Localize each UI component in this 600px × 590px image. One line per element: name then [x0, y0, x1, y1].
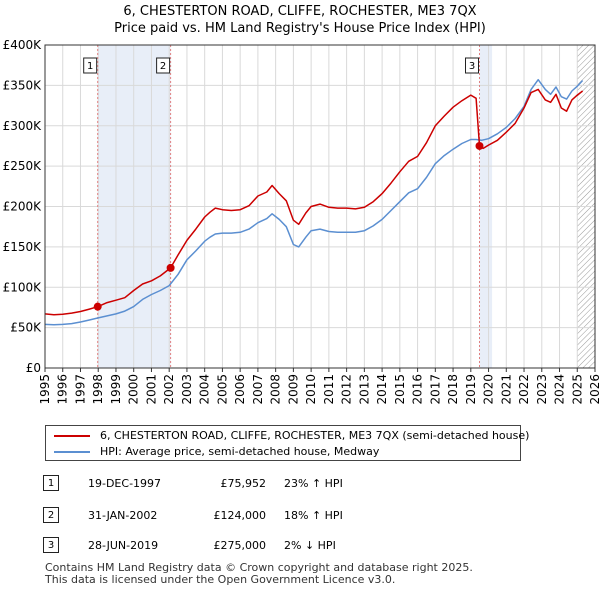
y-tick-label: £50K: [10, 321, 42, 335]
legend-label-hpi: HPI: Average price, semi-detached house,…: [100, 445, 380, 458]
chart-legend: 6, CHESTERTON ROAD, CLIFFE, ROCHESTER, M…: [45, 425, 529, 461]
legend-label-property: 6, CHESTERTON ROAD, CLIFFE, ROCHESTER, M…: [100, 429, 530, 442]
x-tick-label: 2012: [340, 374, 354, 405]
x-tick-label: 1999: [109, 374, 123, 405]
x-tick-label: 2020: [482, 374, 496, 405]
transaction-row: 2 31-JAN-2002 £124,000 18% ↑ HPI: [0, 507, 600, 527]
y-tick-label: £150K: [3, 240, 43, 254]
x-tick-label: 2006: [233, 374, 247, 405]
y-tick-label: £100K: [3, 280, 43, 294]
x-tick-label: 2004: [198, 374, 212, 405]
purchase-point: [475, 141, 484, 150]
x-tick-label: 2009: [286, 374, 300, 405]
chart-title: 6, CHESTERTON ROAD, CLIFFE, ROCHESTER, M…: [123, 4, 477, 19]
transaction-row: 3 28-JUN-2019 £275,000 2% ↓ HPI: [0, 537, 600, 557]
purchase-badge-label: 2: [160, 61, 166, 72]
y-tick-label: £250K: [3, 159, 43, 173]
purchase-badge: [465, 57, 479, 74]
x-tick-label: 2002: [162, 374, 176, 405]
y-tick-label: £200K: [3, 200, 43, 214]
x-tick-label: 2003: [180, 374, 194, 405]
legend-swatch-property: [54, 435, 90, 437]
x-tick-label: 2018: [446, 374, 460, 405]
transaction-price: £275,000: [213, 539, 267, 552]
x-tick-label: 2022: [517, 374, 531, 405]
hpi-line: [44, 78, 584, 326]
legend-swatch-hpi: [54, 451, 90, 453]
purchase-badge: [156, 57, 171, 74]
x-tick-label: 2007: [251, 374, 265, 405]
x-tick-label: 2021: [499, 374, 513, 405]
transaction-price: £75,952: [220, 477, 267, 490]
purchase-badge-label: 3: [469, 61, 475, 72]
transaction-date: 31-JAN-2002: [88, 509, 158, 522]
x-tick-label: 2008: [269, 374, 283, 405]
transaction-number-badge: 1: [43, 475, 59, 491]
x-tick-label: 2014: [375, 374, 389, 405]
y-tick-label: £350K: [3, 78, 43, 92]
purchase-point: [166, 263, 175, 272]
x-tick-label: 2001: [144, 374, 158, 405]
x-tick-label: 2013: [357, 374, 371, 405]
transaction-date: 19-DEC-1997: [88, 477, 162, 490]
purchase-badge: [83, 57, 98, 74]
x-tick-label: 1996: [56, 374, 70, 405]
purchase-point: [93, 302, 102, 311]
transaction-number-badge: 3: [43, 537, 59, 553]
price-chart: 1 2 3 £0 £50K £100K £150K £200K £250K £300K £350K…: [3, 38, 600, 405]
x-tick-label: 2026: [588, 374, 600, 405]
x-tick-label: 2010: [304, 374, 318, 405]
property-price-line: [44, 88, 584, 316]
footer-licence: This data is licensed under the Open Gov…: [45, 573, 396, 586]
x-tick-label: 1998: [91, 374, 105, 405]
purchase-badge-label: 1: [87, 61, 93, 72]
x-tick-label: 2024: [553, 374, 567, 405]
x-tick-label: 2017: [428, 374, 442, 405]
x-tick-label: 2000: [127, 374, 141, 405]
transaction-hpi-diff: 23% ↑ HPI: [284, 477, 343, 490]
transaction-hpi-diff: 2% ↓ HPI: [284, 539, 336, 552]
x-tick-label: 2023: [535, 374, 549, 405]
x-tick-label: 2019: [464, 374, 478, 405]
y-tick-label: £0: [26, 361, 41, 375]
x-tick-label: 1995: [38, 374, 52, 405]
transaction-price: £124,000: [213, 509, 267, 522]
chart-subtitle: Price paid vs. HM Land Registry's House …: [114, 21, 486, 36]
x-tick-label: 1997: [73, 374, 87, 405]
y-tick-label: £400K: [3, 38, 43, 52]
transaction-row: 1 19-DEC-1997 £75,952 23% ↑ HPI: [0, 475, 600, 495]
x-tick-label: 2025: [570, 374, 584, 405]
y-tick-label: £300K: [3, 119, 43, 133]
x-tick-label: 2011: [322, 374, 336, 405]
transaction-date: 28-JUN-2019: [88, 539, 159, 552]
plot-border: [44, 44, 596, 369]
x-tick-label: 2015: [393, 374, 407, 405]
x-tick-label: 2016: [411, 374, 425, 405]
x-tick-label: 2005: [215, 374, 229, 405]
footer-copyright: Contains HM Land Registry data © Crown c…: [45, 561, 473, 574]
transaction-number-badge: 2: [43, 507, 59, 523]
transaction-hpi-diff: 18% ↑ HPI: [284, 509, 343, 522]
